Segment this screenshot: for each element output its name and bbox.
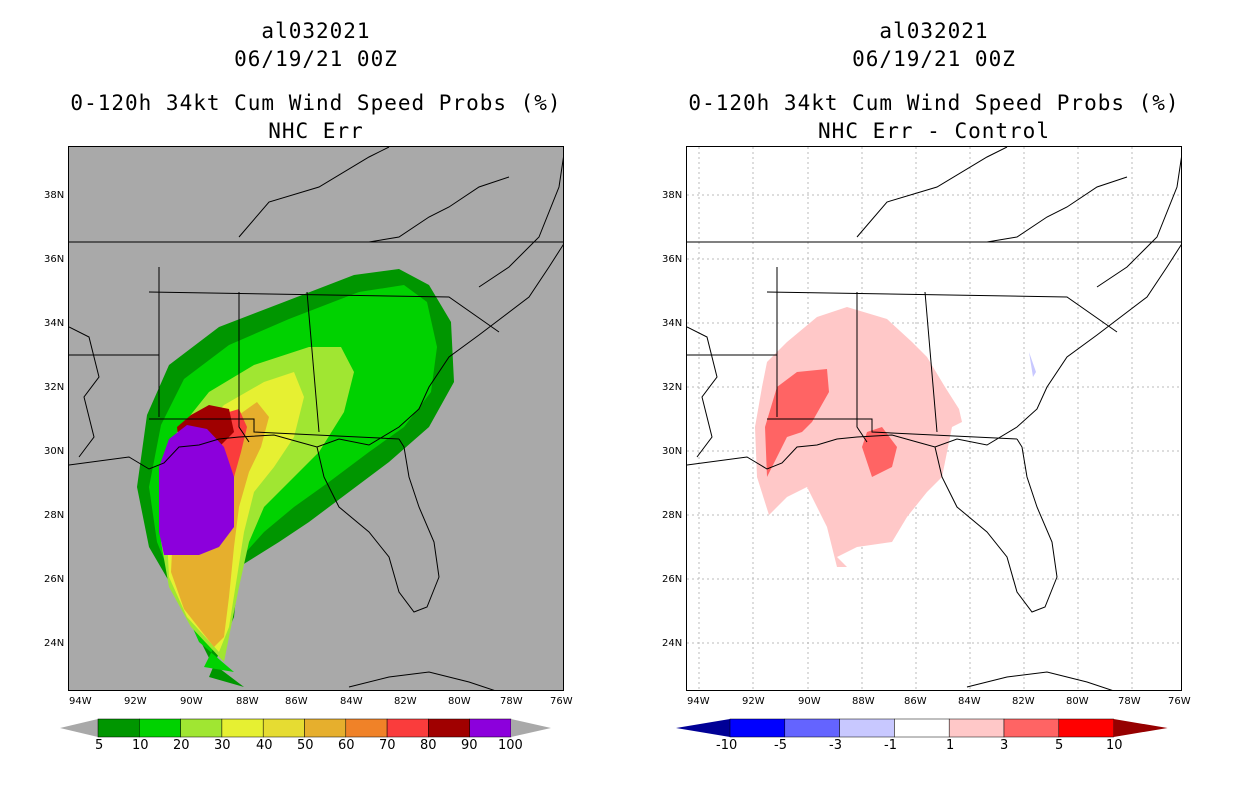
left-title-3: 0-120h 34kt Cum Wind Speed Probs (%) (70, 91, 562, 115)
lon-label: 94W (69, 696, 92, 707)
lat-label: 28N (44, 510, 65, 521)
colorbar-swatch (839, 718, 895, 738)
lon-label: 76W (1168, 696, 1191, 707)
right-title-1: al032021 (879, 19, 989, 43)
colorbar-swatch (894, 718, 950, 738)
colorbar-label: 50 (297, 738, 314, 753)
colorbar-swatch (139, 718, 181, 738)
colorbar-label: 60 (338, 738, 355, 753)
left-title-1: al032021 (261, 19, 371, 43)
lat-label: 38N (662, 190, 683, 201)
colorbar-label: 70 (379, 738, 396, 753)
lat-label: 32N (44, 382, 65, 393)
right-map-svg (687, 147, 1181, 690)
colorbar-left-arrow (676, 719, 730, 737)
colorbar-label: 100 (498, 738, 523, 753)
colorbar-label: 20 (173, 738, 190, 753)
left-title-4: NHC Err (268, 119, 364, 143)
colorbar-label: 1 (946, 738, 955, 753)
lat-label: 38N (44, 190, 65, 201)
colorbar-swatch (469, 718, 512, 738)
colorbar-label: 40 (256, 738, 273, 753)
colorbar-label: -3 (829, 738, 842, 753)
lon-label: 78W (1118, 696, 1141, 707)
colorbar-right-arrow (511, 719, 551, 737)
diff-neg (1029, 352, 1036, 377)
colorbar-swatch (97, 718, 140, 738)
lat-label: 36N (662, 254, 683, 265)
colorbar-swatch (221, 718, 264, 738)
lon-label: 86W (904, 696, 927, 707)
lon-label: 76W (550, 696, 573, 707)
colorbar-label: 90 (461, 738, 478, 753)
colorbar-label: -10 (716, 738, 738, 753)
colorbar-label: 10 (132, 738, 149, 753)
lon-label: 84W (340, 696, 363, 707)
colorbar-swatch (345, 718, 388, 738)
prob-100 (159, 425, 234, 555)
diff-3-5a (765, 369, 829, 477)
lon-label: 88W (852, 696, 875, 707)
lat-label: 24N (44, 638, 65, 649)
lat-label: 36N (44, 254, 65, 265)
colorbar-swatch (948, 718, 1005, 738)
lon-label: 92W (742, 696, 765, 707)
colorbar-label: 30 (214, 738, 231, 753)
lon-label: 80W (448, 696, 471, 707)
colorbar-swatch (180, 718, 223, 738)
right-map (686, 146, 1182, 691)
lat-label: 28N (662, 510, 683, 521)
colorbar-label: 80 (420, 738, 437, 753)
lat-label: 24N (662, 638, 683, 649)
lon-label: 88W (236, 696, 259, 707)
lat-label: 26N (662, 574, 683, 585)
lat-label: 34N (662, 318, 683, 329)
lon-label: 92W (124, 696, 147, 707)
colorbar-swatch (1003, 718, 1060, 738)
lon-label: 94W (687, 696, 710, 707)
lon-label: 84W (958, 696, 981, 707)
colorbar-left-arrow (60, 719, 98, 737)
lon-label: 82W (1012, 696, 1035, 707)
lon-label: 80W (1066, 696, 1089, 707)
left-title-2: 06/19/21 00Z (234, 47, 398, 71)
lon-label: 78W (500, 696, 523, 707)
colorbar-label: -1 (884, 738, 897, 753)
colorbar-label: 3 (1000, 738, 1009, 753)
colorbar-swatch (428, 718, 470, 738)
colorbar-label: 5 (1055, 738, 1064, 753)
colorbar-right-arrow (1113, 719, 1168, 737)
lat-label: 30N (44, 446, 65, 457)
colorbar-label: 10 (1106, 738, 1123, 753)
lon-label: 90W (798, 696, 821, 707)
colorbar-swatch (729, 718, 786, 738)
lat-label: 26N (44, 574, 65, 585)
right-title-3: 0-120h 34kt Cum Wind Speed Probs (%) (688, 91, 1180, 115)
colorbar-swatch (386, 718, 429, 738)
lat-label: 34N (44, 318, 65, 329)
colorbar-label: -5 (774, 738, 787, 753)
right-title-2: 06/19/21 00Z (852, 47, 1016, 71)
lat-label: 32N (662, 382, 683, 393)
colorbar-swatch (1058, 718, 1114, 738)
lon-label: 82W (394, 696, 417, 707)
map-grid (687, 147, 1181, 690)
left-map-svg (69, 147, 563, 690)
colorbar-swatch (304, 718, 347, 738)
lon-label: 86W (285, 696, 308, 707)
lon-label: 90W (180, 696, 203, 707)
colorbar-swatch (262, 718, 305, 738)
diff-3-5b (862, 427, 897, 477)
left-map (68, 146, 564, 691)
right-title-4: NHC Err - Control (818, 119, 1050, 143)
lat-label: 30N (662, 446, 683, 457)
colorbar-label: 5 (95, 738, 104, 753)
colorbar-swatch (784, 718, 840, 738)
